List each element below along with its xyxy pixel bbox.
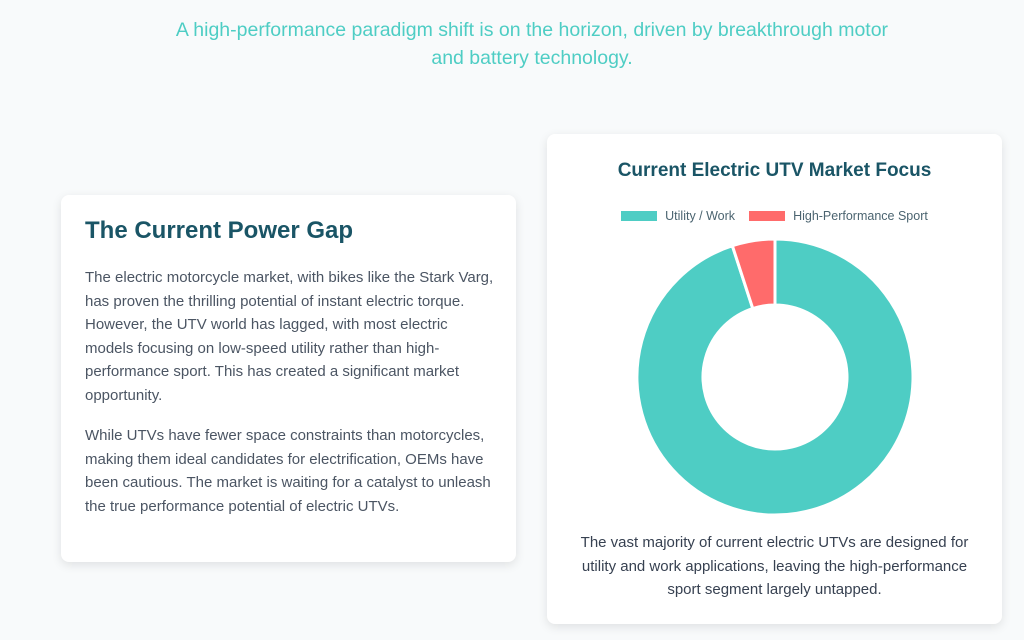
legend-swatch bbox=[749, 211, 786, 221]
power-gap-paragraph: The electric motorcycle market, with bik… bbox=[85, 269, 494, 404]
chart-legend: Utility / Work High-Performance Sport bbox=[547, 209, 1002, 223]
legend-label: High-Performance Sport bbox=[793, 209, 928, 223]
donut-chart bbox=[635, 237, 915, 517]
legend-item-sport[interactable]: High-Performance Sport bbox=[749, 209, 928, 223]
chart-title: Current Electric UTV Market Focus bbox=[617, 160, 932, 181]
power-gap-title: The Current Power Gap bbox=[85, 217, 354, 244]
legend-item-utility[interactable]: Utility / Work bbox=[621, 209, 735, 223]
donut-segment-utility-work[interactable] bbox=[635, 237, 915, 517]
donut-segment-high-performance-sport[interactable] bbox=[730, 237, 777, 311]
legend-swatch bbox=[621, 211, 658, 221]
power-gap-card: The Current Power Gap The electric motor… bbox=[61, 195, 516, 562]
page-subtitle: A high-performance paradigm shift is on … bbox=[175, 19, 889, 69]
chart-caption: The vast majority of current electric UT… bbox=[580, 534, 969, 598]
power-gap-paragraph: While UTVs have fewer space constraints … bbox=[85, 427, 491, 515]
legend-label: Utility / Work bbox=[665, 209, 736, 223]
market-focus-card: Current Electric UTV Market Focus Utilit… bbox=[547, 134, 1002, 624]
